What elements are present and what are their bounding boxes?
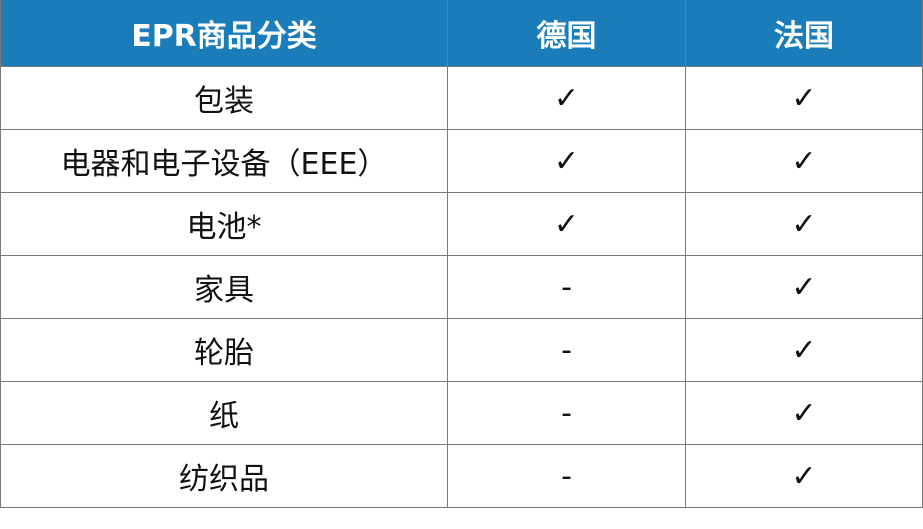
header-cell: EPR商品分类 xyxy=(0,0,448,67)
status-cell: ✓ xyxy=(447,192,686,256)
status-cell: - xyxy=(447,381,686,445)
table-row: 电池* ✓ ✓ xyxy=(0,192,923,256)
status-cell: - xyxy=(447,444,686,508)
table-row: 纸 - ✓ xyxy=(0,381,923,445)
category-cell: 家具 xyxy=(0,255,448,319)
table-row: 家具 - ✓ xyxy=(0,255,923,319)
category-cell: 包装 xyxy=(0,66,448,130)
category-cell: 电器和电子设备（EEE） xyxy=(0,129,448,193)
header-cell: 法国 xyxy=(685,0,923,67)
category-cell: 电池* xyxy=(0,192,448,256)
table-row: 纺织品 - ✓ xyxy=(0,444,923,508)
epr-table: EPR商品分类 德国 法国 包装 ✓ ✓ 电器和电子设备（EEE） ✓ ✓ 电池* ✓ ✓ 家具 - ✓ 轮… xyxy=(0,0,923,508)
category-cell: 轮胎 xyxy=(0,318,448,382)
table-row: 包装 ✓ ✓ xyxy=(0,66,923,130)
status-cell: ✓ xyxy=(685,318,923,382)
status-cell: ✓ xyxy=(685,444,923,508)
status-cell: - xyxy=(447,318,686,382)
header-cell: 德国 xyxy=(447,0,686,67)
status-cell: ✓ xyxy=(685,255,923,319)
status-cell: ✓ xyxy=(685,192,923,256)
category-cell: 纺织品 xyxy=(0,444,448,508)
table-body: 包装 ✓ ✓ 电器和电子设备（EEE） ✓ ✓ 电池* ✓ ✓ 家具 - ✓ 轮胎 - ✓ 纸 - ✓ 纺织品 - ✓ xyxy=(0,66,923,508)
status-cell: ✓ xyxy=(685,129,923,193)
category-cell: 纸 xyxy=(0,381,448,445)
status-cell: ✓ xyxy=(447,66,686,130)
table-header: EPR商品分类 德国 法国 xyxy=(0,0,923,67)
table-row: 轮胎 - ✓ xyxy=(0,318,923,382)
status-cell: ✓ xyxy=(685,66,923,130)
status-cell: - xyxy=(447,255,686,319)
header-row: EPR商品分类 德国 法国 xyxy=(0,0,923,67)
status-cell: ✓ xyxy=(447,129,686,193)
status-cell: ✓ xyxy=(685,381,923,445)
table-row: 电器和电子设备（EEE） ✓ ✓ xyxy=(0,129,923,193)
